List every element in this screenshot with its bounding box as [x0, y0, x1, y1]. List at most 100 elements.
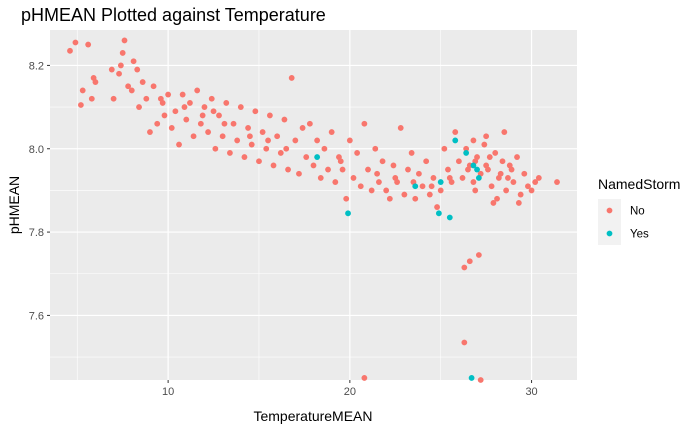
data-point	[452, 129, 459, 135]
data-point	[525, 183, 531, 190]
data-point	[259, 129, 266, 135]
legend-key-no	[606, 207, 613, 214]
data-point	[119, 50, 126, 56]
data-point	[397, 125, 404, 131]
data-point	[292, 137, 299, 144]
legend-items: No Yes	[598, 199, 649, 245]
data-point	[154, 120, 161, 127]
data-point	[190, 133, 197, 140]
data-point	[125, 83, 132, 90]
data-point	[194, 87, 201, 94]
data-point	[445, 166, 451, 173]
data-point	[212, 145, 219, 152]
data-point	[365, 166, 371, 173]
data-point	[274, 133, 281, 140]
chart-title: pHMEAN Plotted against Temperature	[21, 5, 326, 25]
data-point	[477, 377, 484, 383]
data-point	[246, 133, 253, 140]
data-point	[88, 95, 95, 102]
data-point	[481, 141, 488, 148]
data-point	[501, 129, 508, 135]
data-point	[288, 75, 295, 81]
data-points	[67, 37, 560, 383]
data-point	[339, 166, 346, 173]
data-point	[441, 145, 448, 152]
data-point	[408, 150, 415, 156]
data-point	[470, 162, 477, 169]
grid-lines	[50, 30, 577, 380]
data-point	[181, 104, 188, 110]
data-point	[252, 108, 259, 115]
data-point	[306, 120, 313, 127]
data-point	[221, 120, 228, 127]
data-point	[310, 162, 317, 169]
data-point	[343, 195, 350, 202]
data-point	[266, 112, 273, 119]
data-point	[452, 137, 459, 144]
data-point	[510, 179, 517, 185]
series-yes	[314, 137, 482, 381]
x-tick-label: 10	[162, 386, 174, 398]
y-tick-label: 7.6	[29, 310, 44, 322]
data-point	[361, 120, 368, 127]
data-point	[143, 95, 150, 102]
data-point	[521, 170, 528, 177]
data-point	[345, 210, 351, 217]
data-point	[150, 83, 157, 90]
data-point	[488, 183, 495, 190]
data-point	[472, 187, 479, 194]
data-point	[514, 154, 520, 160]
data-point	[201, 104, 208, 110]
data-point	[110, 95, 117, 102]
data-point	[299, 125, 306, 131]
data-point	[372, 145, 379, 152]
data-point	[423, 158, 430, 165]
data-point	[234, 137, 241, 144]
data-point	[494, 195, 500, 202]
data-point	[475, 175, 482, 181]
x-axis-title: TemperatureMEAN	[253, 408, 372, 424]
data-point	[437, 187, 444, 194]
data-point	[483, 162, 490, 169]
data-point	[296, 170, 302, 177]
data-point	[79, 87, 86, 94]
data-point	[361, 375, 368, 381]
data-point	[374, 170, 381, 177]
plot-panel	[50, 30, 577, 380]
data-point	[116, 70, 122, 77]
data-point	[270, 162, 277, 169]
data-point	[434, 204, 440, 210]
data-point	[532, 179, 539, 185]
data-point	[328, 129, 335, 135]
data-point	[376, 179, 382, 185]
data-point	[199, 112, 206, 119]
data-point	[227, 150, 233, 156]
data-point	[179, 91, 186, 98]
data-point	[390, 162, 397, 169]
data-point	[72, 39, 79, 46]
data-point	[461, 339, 468, 346]
y-axis-title: pHMEAN	[6, 176, 22, 234]
data-point	[265, 137, 271, 144]
data-point	[128, 87, 135, 94]
data-point	[505, 175, 511, 181]
data-point	[161, 112, 168, 119]
data-point	[117, 62, 124, 69]
data-point	[392, 175, 399, 181]
legend-title: NamedStorm	[598, 176, 680, 192]
x-tick-label: 30	[525, 386, 537, 398]
data-point	[466, 258, 473, 265]
data-point	[416, 170, 422, 177]
data-point	[412, 183, 419, 190]
data-point	[499, 158, 506, 165]
data-point	[426, 191, 433, 198]
data-point	[281, 116, 288, 123]
series-no	[67, 37, 560, 383]
data-point	[210, 108, 217, 115]
data-point	[216, 112, 222, 119]
data-point	[108, 66, 115, 73]
legend: NamedStorm No Yes	[598, 176, 680, 245]
data-point	[332, 179, 339, 185]
data-point	[455, 158, 462, 165]
